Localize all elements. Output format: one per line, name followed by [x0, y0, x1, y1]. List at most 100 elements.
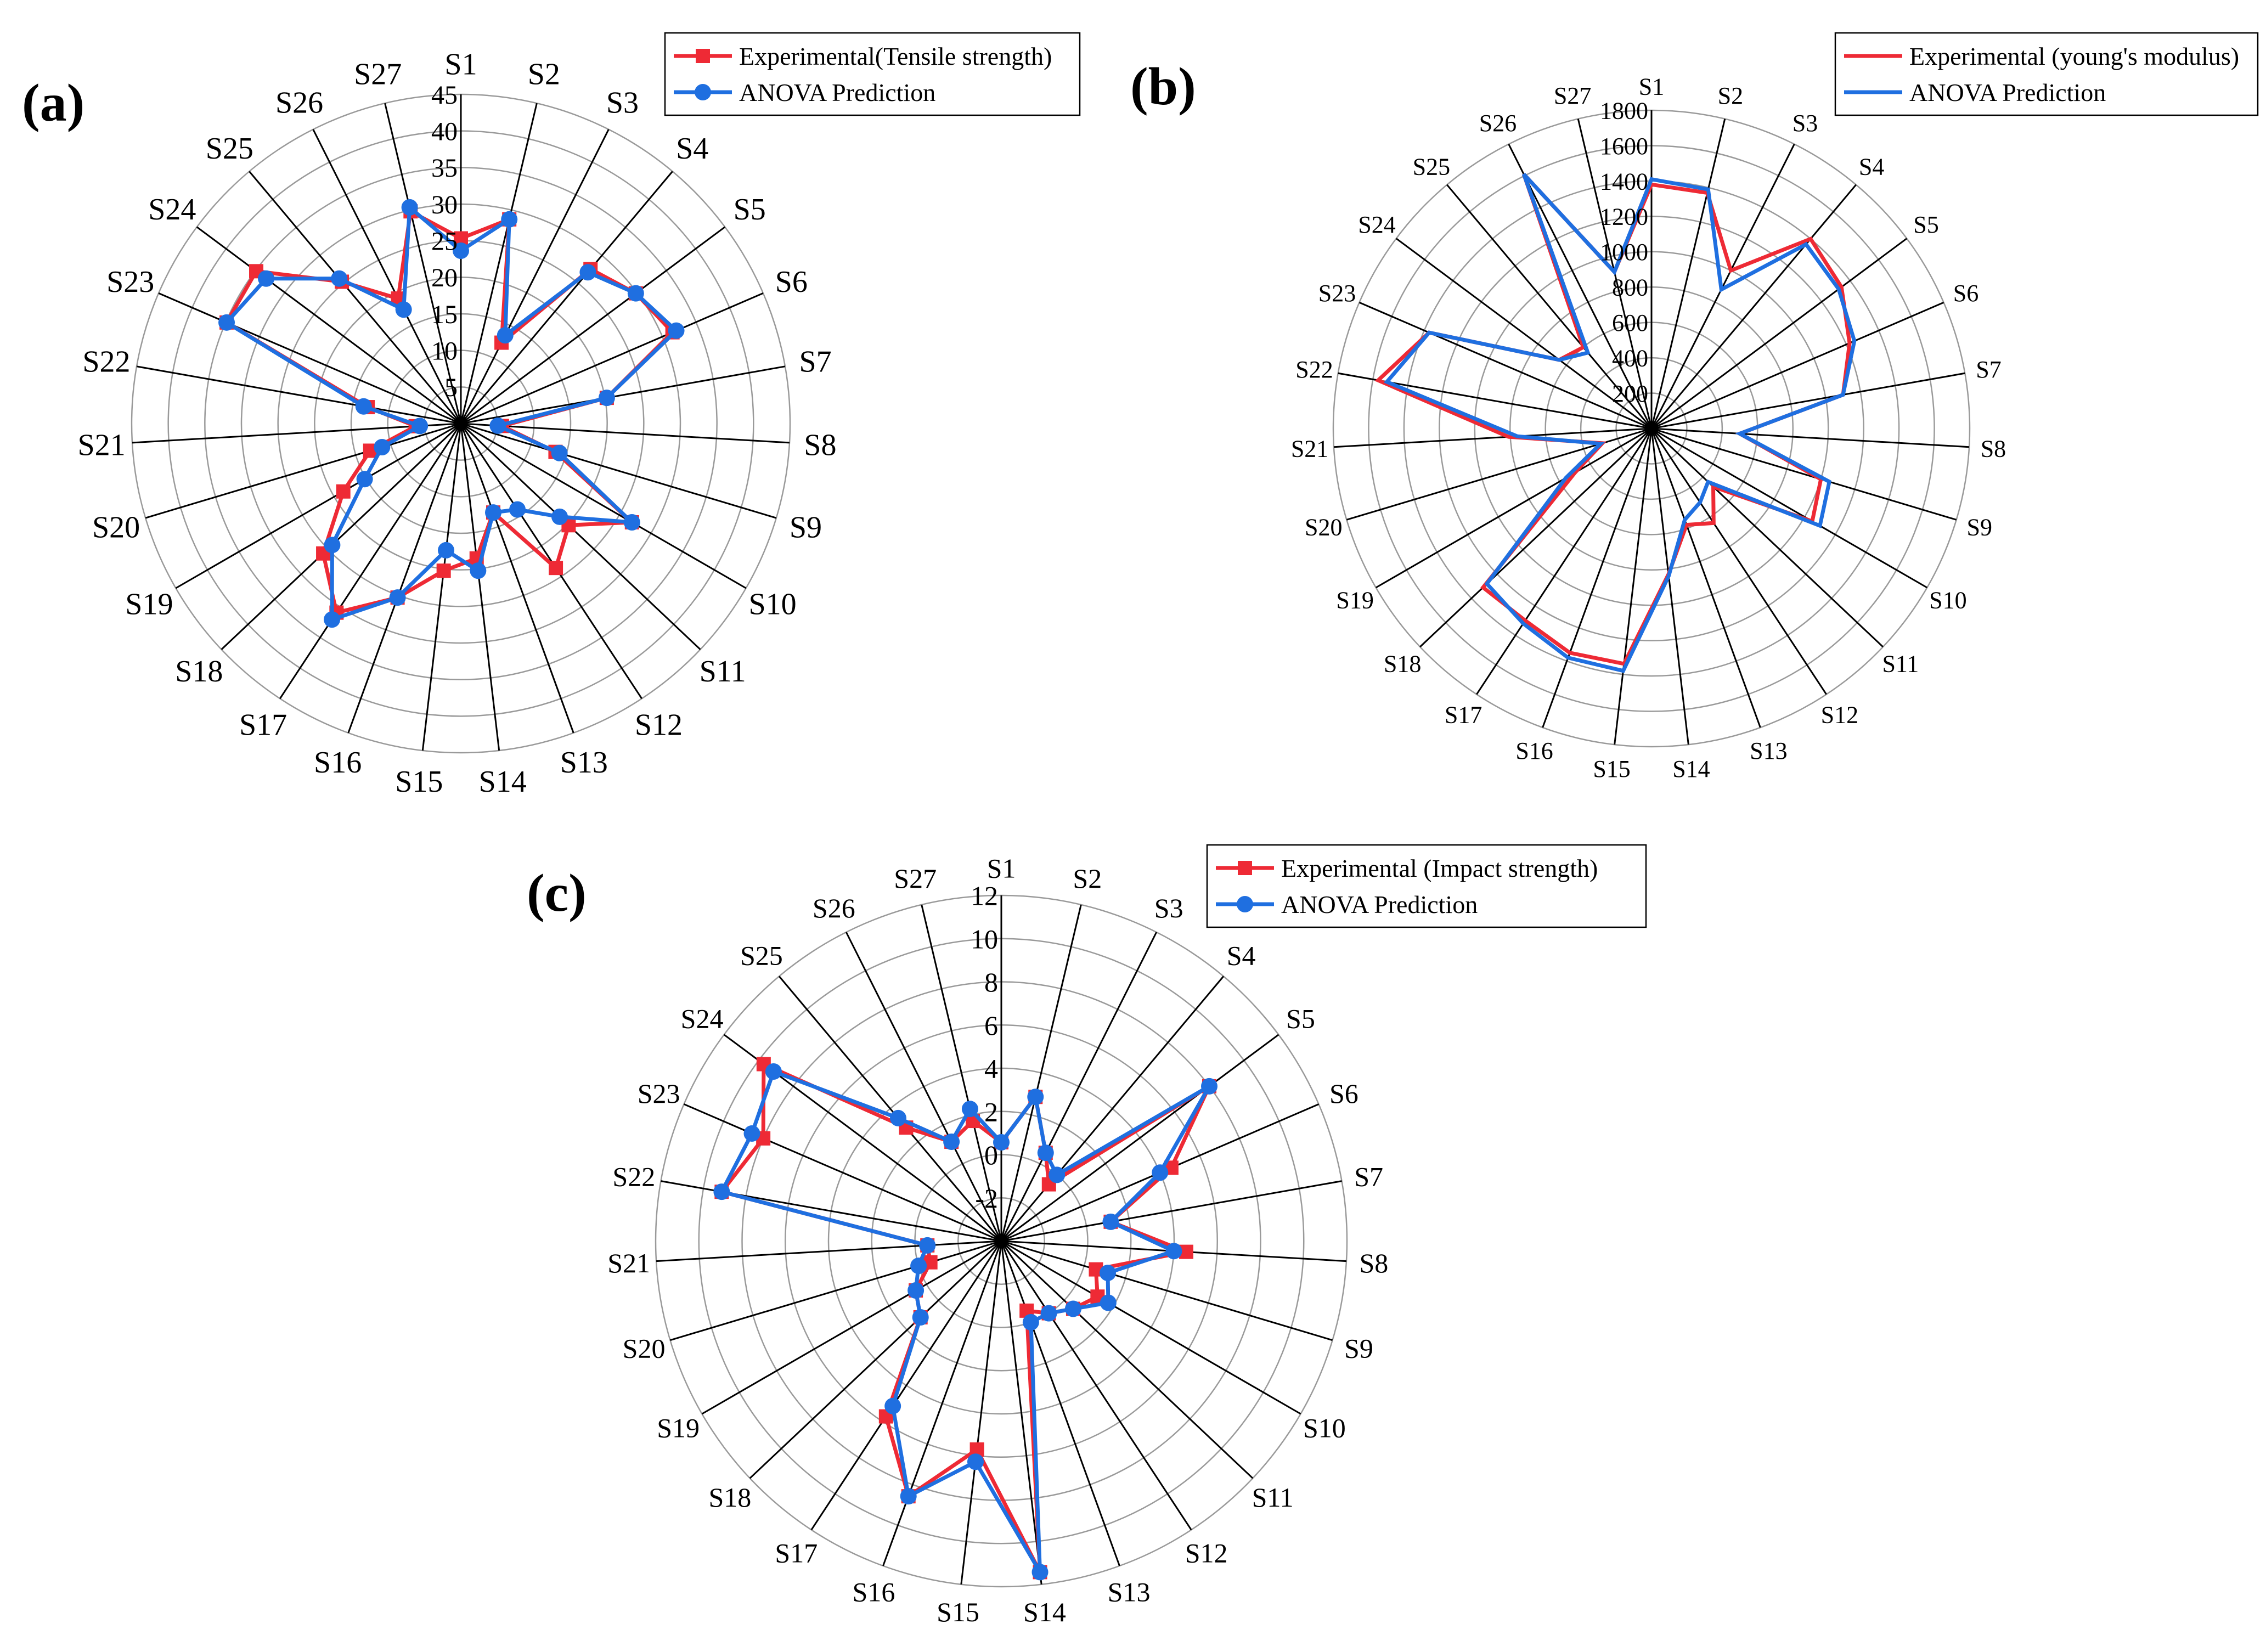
radial-tick-label: 1400 — [1600, 168, 1648, 195]
legend-marker-circle — [695, 84, 711, 100]
spoke-line — [279, 423, 462, 700]
data-point-circle — [484, 504, 501, 521]
category-label: S15 — [937, 1597, 979, 1627]
spoke-line — [460, 422, 701, 650]
spoke-line — [196, 226, 461, 425]
spoke-line — [1651, 238, 1908, 430]
data-point-circle — [919, 1237, 936, 1254]
data-point-circle — [331, 270, 348, 287]
spoke-line — [701, 1240, 1002, 1415]
data-point-circle — [1152, 1164, 1169, 1181]
spoke-line — [421, 423, 462, 751]
series-line — [719, 1069, 1215, 1574]
data-point-circle — [1037, 1144, 1054, 1162]
spoke-line — [1000, 1241, 1192, 1531]
data-point-circle — [1100, 1294, 1117, 1311]
spoke-line — [249, 171, 462, 424]
panel-label: (b) — [1130, 57, 1196, 116]
data-point-circle — [598, 390, 615, 407]
spoke-line — [1395, 238, 1652, 430]
spoke-line — [1000, 904, 1082, 1242]
radial-tick-label: 35 — [431, 154, 458, 183]
spoke-line — [1359, 301, 1652, 430]
panel-label: (a) — [22, 74, 84, 133]
data-point-circle — [438, 542, 455, 559]
data-point-circle — [551, 508, 568, 525]
spoke-line — [749, 1240, 1002, 1479]
category-label: S14 — [479, 765, 527, 799]
spoke-line — [1000, 1241, 1120, 1566]
category-label: S26 — [1479, 110, 1517, 137]
spoke-line — [1650, 427, 1884, 648]
category-label: S10 — [1929, 587, 1966, 613]
legend-marker-circle — [1237, 896, 1253, 912]
spoke-line — [670, 1240, 1002, 1341]
legend-label: Experimental (Impact strength) — [1281, 854, 1598, 882]
spoke-line — [145, 422, 461, 519]
category-label: S19 — [657, 1413, 700, 1444]
data-point-circle — [1165, 1243, 1182, 1260]
data-point-circle — [1201, 1078, 1218, 1095]
spoke-line — [1001, 1034, 1279, 1242]
data-point-circle — [713, 1183, 730, 1200]
data-point-circle — [910, 1258, 927, 1275]
category-label: S9 — [1967, 514, 1992, 540]
category-label: S17 — [775, 1538, 818, 1569]
legend-label: ANOVA Prediction — [1281, 890, 1478, 918]
data-point-circle — [453, 243, 469, 259]
data-point-circle — [509, 501, 526, 518]
category-label: S3 — [606, 86, 639, 120]
spoke-line — [1375, 427, 1652, 589]
data-point-circle — [218, 314, 235, 331]
radial-tick-label: 45 — [431, 81, 458, 110]
radial-tick-label: 4 — [984, 1053, 998, 1084]
category-label: S21 — [78, 428, 126, 463]
category-label: S15 — [395, 765, 443, 799]
category-label: S8 — [1981, 436, 2006, 463]
data-point-circle — [1022, 1314, 1039, 1331]
spoke-line — [460, 171, 673, 424]
spoke-line — [1000, 1241, 1042, 1585]
radial-tick-label: 1000 — [1600, 239, 1648, 266]
data-point-circle — [1099, 1265, 1116, 1282]
data-point-circle — [374, 439, 391, 456]
category-label: S25 — [1413, 153, 1450, 180]
data-point-circle — [258, 270, 275, 287]
category-label: S27 — [894, 863, 937, 894]
radial-tick-label: 25 — [431, 227, 458, 256]
data-point-circle — [412, 418, 429, 435]
category-label: S20 — [1305, 514, 1342, 540]
spoke-line — [656, 1240, 1002, 1262]
category-label: S10 — [749, 588, 797, 622]
legend-label: ANOVA Prediction — [739, 78, 935, 106]
data-point-circle — [907, 1282, 925, 1299]
category-label: S15 — [1593, 755, 1630, 782]
category-label: S22 — [612, 1161, 655, 1192]
category-label: S26 — [275, 86, 323, 120]
legend-marker-square — [1238, 861, 1252, 875]
category-label: S16 — [853, 1576, 895, 1607]
category-label: S1 — [1639, 73, 1664, 100]
category-label: S23 — [1318, 280, 1356, 307]
spoke-line — [1651, 427, 1928, 589]
spoke-line — [460, 226, 726, 425]
category-label: S13 — [1108, 1576, 1151, 1607]
category-label: S11 — [1252, 1482, 1294, 1513]
category-label: S4 — [676, 132, 708, 166]
spoke-line — [960, 1241, 1002, 1585]
data-point-circle — [912, 1309, 929, 1326]
radar-chart-b: S1 S2 S3 S4 S5 S6 S7 S8 S9 S10 S11 S12 S13 S14 S15 S16 S… — [1130, 32, 2259, 782]
radial-tick-label: 600 — [1612, 309, 1648, 336]
radial-tick-label: -2 — [975, 1183, 998, 1214]
radial-tick-label: 800 — [1612, 274, 1648, 301]
series-line — [223, 203, 679, 623]
category-label: S5 — [1913, 211, 1938, 238]
radial-tick-label: 5 — [444, 373, 458, 402]
data-point-circle — [884, 1397, 901, 1414]
spoke-line — [460, 423, 574, 734]
spoke-line — [1651, 427, 1970, 448]
legend-marker-square — [696, 49, 710, 63]
spoke-line — [1651, 427, 1957, 521]
category-label: S12 — [635, 708, 683, 742]
